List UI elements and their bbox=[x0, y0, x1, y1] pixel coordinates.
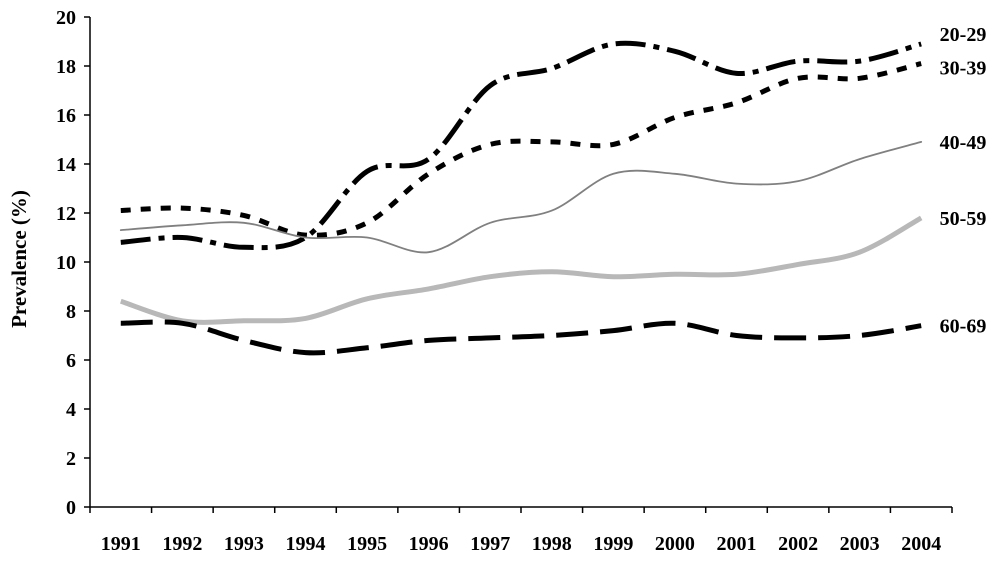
y-tick-label: 20 bbox=[56, 7, 76, 29]
series-label: 50-59 bbox=[940, 208, 987, 230]
x-tick-label: 2000 bbox=[655, 533, 695, 555]
series-line-60-69 bbox=[120, 319, 922, 356]
x-tick-label: 1994 bbox=[286, 533, 326, 555]
series-label: 40-49 bbox=[940, 132, 987, 154]
y-tick-label: 8 bbox=[66, 301, 76, 323]
y-tick-label: 18 bbox=[56, 56, 76, 78]
x-tick-label: 2001 bbox=[717, 533, 757, 555]
x-tick-label: 1997 bbox=[470, 533, 510, 555]
axes: 0 2 4 6 8 10 12 14 16 18 20 1991 1992 1993 1994 1995 199… bbox=[56, 7, 953, 555]
y-tick-label: 12 bbox=[56, 203, 76, 225]
series-line-40-49 bbox=[119, 141, 923, 254]
series-label: 30-39 bbox=[940, 58, 987, 80]
y-tick-label: 14 bbox=[56, 154, 76, 176]
series-lines bbox=[119, 40, 923, 356]
x-tick-label: 1995 bbox=[347, 533, 387, 555]
series-label: 20-29 bbox=[940, 24, 987, 46]
x-tick-label: 2002 bbox=[778, 533, 818, 555]
x-tick-label: 1992 bbox=[162, 533, 202, 555]
y-axis-title: Prevalence (%) bbox=[7, 190, 31, 328]
x-tick-label: 2004 bbox=[901, 533, 941, 555]
y-tick-label: 2 bbox=[66, 448, 76, 470]
x-tick-label: 1993 bbox=[224, 533, 264, 555]
series-labels: 20-29 30-39 40-49 50-59 60-69 bbox=[940, 24, 987, 338]
x-tick-label: 2003 bbox=[840, 533, 880, 555]
y-tick-label: 6 bbox=[66, 350, 76, 372]
series-label: 60-69 bbox=[940, 316, 987, 338]
series-line-30-39 bbox=[120, 61, 922, 238]
x-tick-label: 1998 bbox=[532, 533, 572, 555]
x-tick-label: 1996 bbox=[409, 533, 449, 555]
y-tick-label: 10 bbox=[56, 252, 76, 274]
y-tick-label: 16 bbox=[56, 105, 76, 127]
series-line-50-59 bbox=[119, 215, 923, 325]
y-tick-label: 4 bbox=[66, 399, 76, 421]
y-tick-label: 0 bbox=[66, 497, 76, 519]
x-tick-label: 1999 bbox=[593, 533, 633, 555]
series-line-20-29 bbox=[120, 40, 922, 251]
x-tick-label: 1991 bbox=[101, 533, 141, 555]
